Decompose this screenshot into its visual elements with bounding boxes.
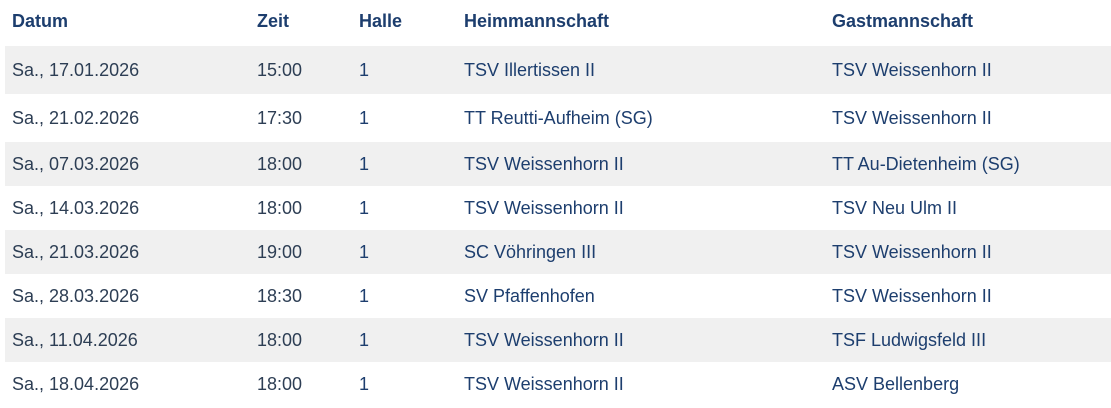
cell-zeit: 17:30: [257, 107, 303, 128]
table-row: Sa., 21.03.2026 19:00 1 SC Vöhringen III…: [5, 230, 1111, 274]
cell-heimmannschaft[interactable]: TT Reutti-Aufheim (SG): [464, 107, 653, 128]
cell-zeit: 18:00: [257, 329, 303, 350]
cell-gastmannschaft[interactable]: TSV Weissenhorn II: [832, 285, 992, 306]
cell-zeit: 18:00: [257, 197, 303, 218]
cell-gastmannschaft[interactable]: ASV Bellenberg: [832, 373, 960, 394]
column-header-zeit[interactable]: Zeit: [257, 11, 290, 31]
cell-datum: Sa., 28.03.2026: [12, 285, 140, 306]
cell-halle[interactable]: 1: [359, 59, 370, 80]
cell-heimmannschaft[interactable]: TSV Illertissen II: [464, 59, 596, 80]
table-row: Sa., 07.03.2026 18:00 1 TSV Weissenhorn …: [5, 142, 1111, 186]
cell-datum: Sa., 17.01.2026: [12, 59, 140, 80]
cell-heimmannschaft[interactable]: TSV Weissenhorn II: [464, 329, 624, 350]
cell-gastmannschaft[interactable]: TSF Ludwigsfeld III: [832, 329, 987, 350]
cell-zeit: 18:30: [257, 285, 303, 306]
cell-gastmannschaft[interactable]: TSV Weissenhorn II: [832, 241, 992, 262]
cell-zeit: 18:00: [257, 373, 303, 394]
cell-datum: Sa., 11.04.2026: [12, 329, 138, 350]
cell-halle[interactable]: 1: [359, 153, 370, 174]
cell-datum: Sa., 14.03.2026: [12, 197, 140, 218]
cell-halle[interactable]: 1: [359, 107, 370, 128]
cell-datum: Sa., 21.02.2026: [12, 107, 140, 128]
cell-heimmannschaft[interactable]: TSV Weissenhorn II: [464, 153, 624, 174]
cell-heimmannschaft[interactable]: TSV Weissenhorn II: [464, 197, 624, 218]
cell-gastmannschaft[interactable]: TSV Weissenhorn II: [832, 107, 992, 128]
column-header-heimmannschaft[interactable]: Heimmannschaft: [464, 11, 610, 31]
cell-halle[interactable]: 1: [359, 285, 370, 306]
table-header-row: Datum Zeit Halle Heimmannschaft Gastmann…: [5, 0, 1111, 46]
cell-gastmannschaft[interactable]: TSV Neu Ulm II: [832, 197, 958, 218]
table-row: Sa., 14.03.2026 18:00 1 TSV Weissenhorn …: [5, 186, 1111, 230]
cell-zeit: 15:00: [257, 59, 303, 80]
cell-datum: Sa., 07.03.2026: [12, 153, 140, 174]
cell-datum: Sa., 18.04.2026: [12, 373, 140, 394]
table-row: Sa., 18.04.2026 18:00 1 TSV Weissenhorn …: [5, 362, 1111, 406]
column-header-gastmannschaft[interactable]: Gastmannschaft: [832, 11, 974, 31]
table-row: Sa., 11.04.2026 18:00 1 TSV Weissenhorn …: [5, 318, 1111, 362]
cell-halle[interactable]: 1: [359, 241, 370, 262]
table-row: Sa., 21.02.2026 17:30 1 TT Reutti-Aufhei…: [5, 94, 1111, 142]
cell-gastmannschaft[interactable]: TSV Weissenhorn II: [832, 59, 992, 80]
cell-gastmannschaft[interactable]: TT Au-Dietenheim (SG): [832, 153, 1020, 174]
table-row: Sa., 28.03.2026 18:30 1 SV Pfaffenhofen …: [5, 274, 1111, 318]
cell-zeit: 18:00: [257, 153, 303, 174]
column-header-datum[interactable]: Datum: [12, 11, 69, 31]
cell-halle[interactable]: 1: [359, 329, 370, 350]
cell-datum: Sa., 21.03.2026: [12, 241, 140, 262]
cell-heimmannschaft[interactable]: SV Pfaffenhofen: [464, 285, 595, 306]
cell-heimmannschaft[interactable]: SC Vöhringen III: [464, 241, 597, 262]
cell-heimmannschaft[interactable]: TSV Weissenhorn II: [464, 373, 624, 394]
table-row: Sa., 17.01.2026 15:00 1 TSV Illertissen …: [5, 46, 1111, 94]
cell-zeit: 19:00: [257, 241, 303, 262]
column-header-halle[interactable]: Halle: [359, 11, 403, 31]
cell-halle[interactable]: 1: [359, 373, 370, 394]
cell-halle[interactable]: 1: [359, 197, 370, 218]
